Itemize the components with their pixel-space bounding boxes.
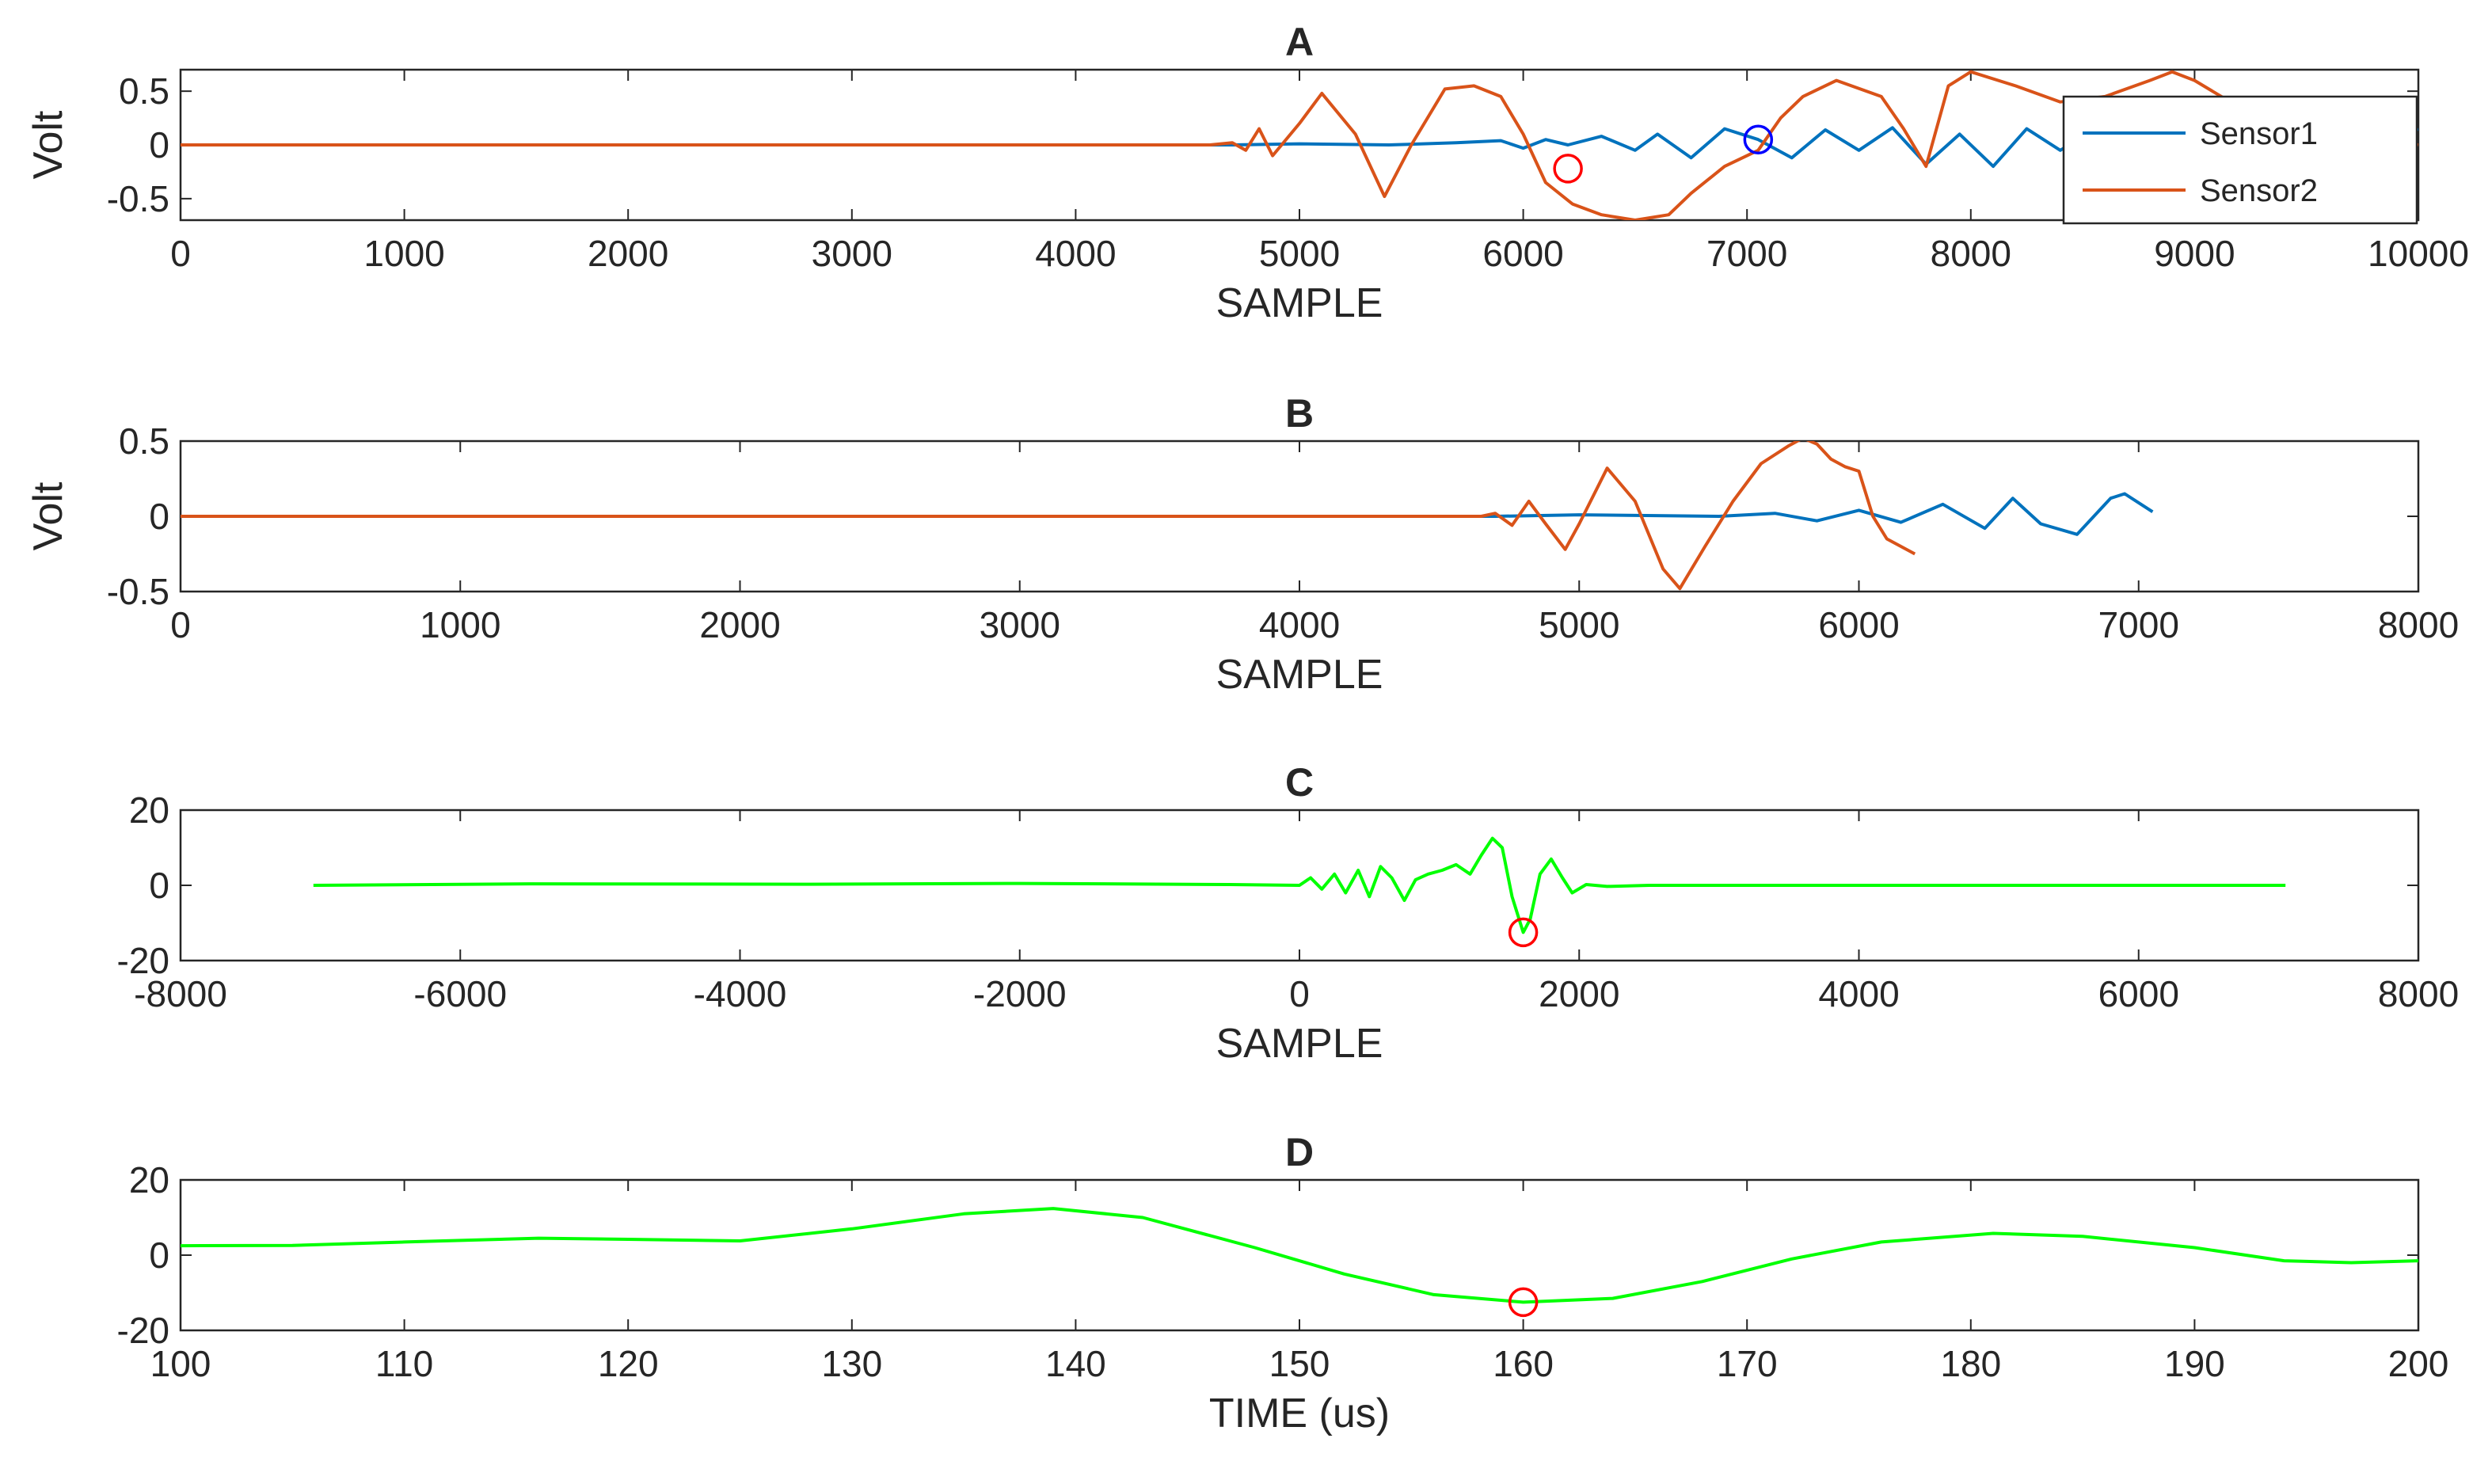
x-tick-label: 2000 bbox=[699, 604, 780, 645]
x-tick-label: 10000 bbox=[2368, 233, 2469, 274]
x-tick-label: -8000 bbox=[134, 973, 227, 1014]
series-group bbox=[181, 441, 2154, 591]
x-tick-label: 8000 bbox=[1931, 233, 2011, 274]
legend-box bbox=[2062, 95, 2418, 225]
x-axis-label: TIME (us) bbox=[1209, 1391, 1390, 1436]
x-tick-label: 6000 bbox=[2098, 973, 2179, 1014]
peak-marker bbox=[1553, 154, 1583, 184]
x-tick-label: 5000 bbox=[1539, 604, 1619, 645]
x-tick-label: 5000 bbox=[1259, 233, 1340, 274]
panel-A: 0 1000 2000 3000 4000 5000 6000 7000 8000 9000 100… bbox=[25, 20, 2469, 326]
x-tick-label: 4000 bbox=[1259, 604, 1340, 645]
x-tick-label: -6000 bbox=[413, 973, 507, 1014]
legend: Sensor1 Sensor2 bbox=[2062, 95, 2418, 225]
x-tick-label: 6000 bbox=[1482, 233, 1563, 274]
x-tick-label: 4000 bbox=[1035, 233, 1116, 274]
peak-marker bbox=[1508, 917, 1539, 948]
peak-marker bbox=[1743, 124, 1774, 154]
x-tick-label: 120 bbox=[598, 1343, 659, 1384]
y-tick-label: 0 bbox=[149, 496, 169, 537]
x-tick-label: 1000 bbox=[363, 233, 444, 274]
x-tick-label: 160 bbox=[1493, 1343, 1554, 1384]
panel-C: -8000 -6000 -4000 -2000 0 2000 4000 6000 8000 20 0… bbox=[117, 760, 2460, 1067]
y-axis-label: Volt bbox=[25, 481, 71, 550]
y-tick-label: 0.5 bbox=[119, 70, 169, 112]
x-tick-label: 4000 bbox=[1818, 973, 1899, 1014]
panel-D: 100 110 120 130 140 150 160 170 180 190 200200-20D… bbox=[117, 1130, 2449, 1436]
x-tick-label: 1000 bbox=[420, 604, 500, 645]
x-tick-label: 0 bbox=[1289, 973, 1310, 1014]
legend-label: Sensor1 bbox=[2200, 116, 2318, 151]
series-line-sensor2 bbox=[181, 441, 1916, 591]
series-line-sensor2 bbox=[181, 70, 2418, 220]
y-tick-label: 0.5 bbox=[119, 420, 169, 462]
x-axis-label: SAMPLE bbox=[1216, 1021, 1383, 1067]
y-tick-label: 20 bbox=[129, 790, 169, 831]
x-tick-label: 2000 bbox=[1539, 973, 1619, 1014]
x-tick-label: 3000 bbox=[980, 604, 1060, 645]
x-tick-label: 180 bbox=[1940, 1343, 2001, 1384]
x-tick-label: 0 bbox=[170, 233, 191, 274]
chart-title: C bbox=[1285, 760, 1314, 805]
x-axis-label: SAMPLE bbox=[1216, 280, 1383, 326]
y-tick-label: -0.5 bbox=[107, 571, 169, 612]
y-tick-label: 0 bbox=[149, 124, 169, 166]
y-tick-label: 0 bbox=[149, 1235, 169, 1276]
y-tick-label: -0.5 bbox=[107, 178, 169, 219]
x-tick-label: 140 bbox=[1045, 1343, 1106, 1384]
x-tick-label: 190 bbox=[2164, 1343, 2225, 1384]
chart-title: A bbox=[1285, 20, 1314, 64]
x-tick-label: 200 bbox=[2388, 1343, 2449, 1384]
series-line-sensor1 bbox=[181, 492, 2154, 536]
x-tick-label: 8000 bbox=[2378, 604, 2459, 645]
series-group bbox=[181, 1207, 2418, 1304]
x-tick-label: 100 bbox=[150, 1343, 211, 1384]
x-tick-label: 3000 bbox=[812, 233, 892, 274]
x-tick-label: -2000 bbox=[973, 973, 1067, 1014]
x-tick-label: 150 bbox=[1269, 1343, 1330, 1384]
legend-label: Sensor2 bbox=[2200, 173, 2318, 208]
panel-B: 0 1000 2000 3000 4000 5000 6000 7000 80000.50-0.… bbox=[25, 391, 2459, 698]
x-tick-label: -4000 bbox=[694, 973, 787, 1014]
y-tick-label: -20 bbox=[117, 940, 169, 981]
series-line-cross-correlation-zoom- bbox=[181, 1207, 2418, 1304]
x-axis-label: SAMPLE bbox=[1216, 652, 1383, 698]
x-tick-label: 7000 bbox=[2098, 604, 2179, 645]
x-tick-label: 9000 bbox=[2154, 233, 2235, 274]
chart-title: D bbox=[1285, 1130, 1314, 1174]
peak-marker bbox=[1508, 1287, 1539, 1318]
x-tick-label: 170 bbox=[1717, 1343, 1778, 1384]
series-group bbox=[313, 836, 2286, 934]
series-line-cross-correlation bbox=[313, 836, 2286, 934]
chart-title: B bbox=[1285, 391, 1314, 436]
y-tick-label: 20 bbox=[129, 1159, 169, 1201]
x-tick-label: 110 bbox=[375, 1343, 433, 1384]
x-tick-label: 7000 bbox=[1706, 233, 1787, 274]
y-tick-label: -20 bbox=[117, 1310, 169, 1351]
plot-area bbox=[179, 1178, 2420, 1332]
x-tick-label: 130 bbox=[821, 1343, 882, 1384]
x-tick-label: 8000 bbox=[2378, 973, 2459, 1014]
x-tick-label: 6000 bbox=[1818, 604, 1899, 645]
y-tick-label: 0 bbox=[149, 865, 169, 906]
y-axis-label: Volt bbox=[25, 110, 71, 179]
x-tick-label: 0 bbox=[170, 604, 191, 645]
x-tick-label: 2000 bbox=[588, 233, 668, 274]
